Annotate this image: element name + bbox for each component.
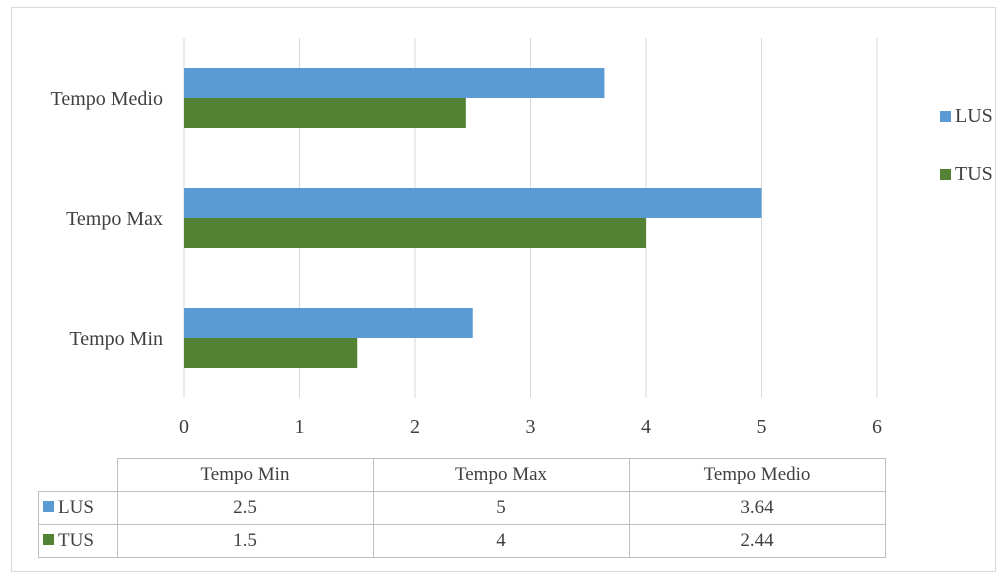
bar-lus [184,188,762,218]
data-table-cell: 3.64 [628,491,886,525]
data-table-cell: 5 [372,491,630,525]
data-table-key-tus: TUS [38,524,118,558]
data-table-swatch-tus [43,534,54,545]
bar-lus [184,68,605,98]
data-table-key-lus: LUS [38,491,118,525]
data-table-header-tempo-medio: Tempo Medio [628,458,886,492]
bar-lus [184,308,473,338]
data-table-header-tempo-max: Tempo Max [372,458,630,492]
data-table-row-lus: LUS 2.5 5 3.64 [38,491,886,525]
x-tick-label: 2 [410,416,420,438]
data-table-key-label-tus: TUS [58,530,94,551]
x-tick-label: 4 [641,416,651,438]
data-table-cell: 2.5 [116,491,374,525]
bar-tus [184,98,466,128]
legend-item-tus: TUS [940,163,993,186]
x-tick-label: 0 [179,416,189,438]
x-tick-label: 6 [872,416,882,438]
x-tick-label: 1 [295,416,305,438]
data-table-cell: 1.5 [116,524,374,558]
data-table-row-tus: TUS 1.5 4 2.44 [38,524,886,558]
data-table-header-row: Tempo Min Tempo Max Tempo Medio [38,458,886,492]
data-table-header-tempo-min: Tempo Min [116,458,374,492]
x-tick-label: 5 [757,416,767,438]
legend-label-tus: TUS [955,163,993,185]
data-table-swatch-lus [43,501,54,512]
data-table: Tempo Min Tempo Max Tempo Medio LUS 2.5 … [38,458,886,558]
bar-tus [184,338,358,368]
y-category-label: Tempo Medio [51,88,163,110]
legend-label-lus: LUS [955,105,993,127]
y-category-label: Tempo Min [69,328,163,350]
data-table-cell: 4 [372,524,630,558]
y-category-label: Tempo Max [66,208,163,230]
bar-tus [184,218,646,248]
data-table-corner [38,458,118,492]
data-table-cell: 2.44 [628,524,886,558]
data-table-key-label-lus: LUS [58,497,94,518]
legend-swatch-lus [940,111,951,122]
x-tick-label: 3 [526,416,536,438]
legend-item-lus: LUS [940,105,993,128]
legend-swatch-tus [940,169,951,180]
